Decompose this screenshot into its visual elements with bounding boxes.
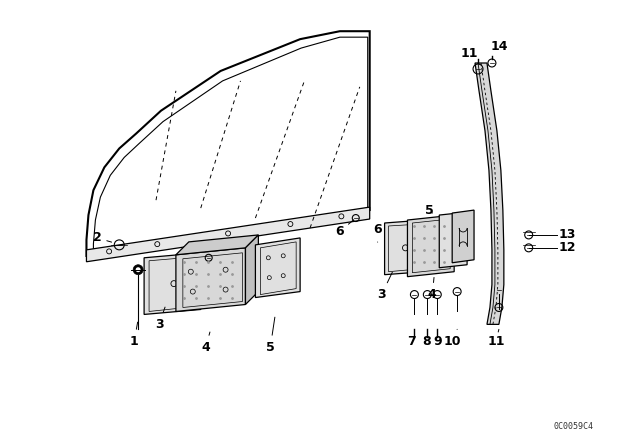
Text: 10: 10 — [444, 329, 461, 348]
Polygon shape — [475, 63, 504, 324]
Polygon shape — [144, 253, 201, 314]
Text: 14: 14 — [490, 39, 508, 52]
Text: 0C0059C4: 0C0059C4 — [554, 422, 593, 431]
Text: 8: 8 — [422, 335, 431, 348]
Circle shape — [136, 267, 141, 272]
Text: 12: 12 — [559, 241, 576, 254]
Polygon shape — [255, 238, 300, 297]
Polygon shape — [439, 212, 467, 268]
Polygon shape — [86, 207, 370, 262]
Polygon shape — [452, 210, 474, 263]
Text: 7: 7 — [407, 335, 416, 348]
Text: 6: 6 — [373, 224, 382, 242]
Text: 5: 5 — [425, 203, 434, 216]
Text: 2: 2 — [93, 232, 111, 245]
Polygon shape — [246, 235, 259, 305]
Text: 3: 3 — [155, 307, 165, 331]
Text: 11: 11 — [487, 329, 505, 348]
Text: 4: 4 — [202, 332, 210, 354]
Text: 11: 11 — [460, 47, 478, 60]
Circle shape — [133, 265, 143, 275]
Text: 1: 1 — [130, 322, 138, 348]
Text: 9: 9 — [433, 335, 442, 348]
Text: 13: 13 — [559, 228, 576, 241]
Text: 5: 5 — [266, 317, 275, 354]
Polygon shape — [385, 220, 424, 275]
Text: 3: 3 — [378, 272, 392, 301]
Text: 4: 4 — [428, 277, 436, 301]
Text: 6: 6 — [335, 220, 354, 238]
Polygon shape — [176, 235, 259, 255]
Polygon shape — [408, 215, 454, 277]
Polygon shape — [176, 248, 246, 311]
